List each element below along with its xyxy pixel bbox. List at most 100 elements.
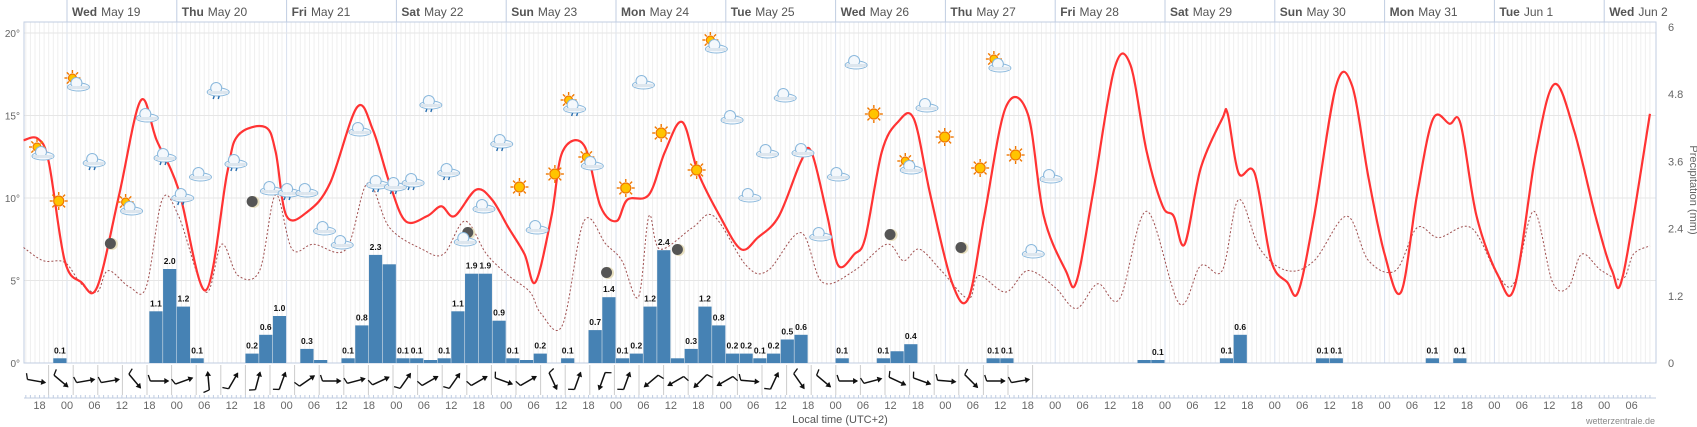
wind-barb: [343, 377, 348, 384]
credit-link[interactable]: wetterzentrale.de: [1585, 416, 1655, 426]
sun-cloud-icon: [64, 70, 90, 92]
wind-arrow-icon: [984, 374, 1006, 384]
rain-icon: [224, 154, 248, 172]
day-name: Wed: [72, 5, 97, 19]
rain-icon: [419, 95, 443, 113]
rain-drop: [88, 166, 91, 171]
cloud-shape: [33, 155, 53, 158]
hour-label: 12: [1104, 400, 1116, 412]
wind-arrow-icon: [128, 368, 142, 389]
wind-arrow-icon: [53, 369, 69, 388]
wind-barb: [738, 373, 742, 381]
hour-label: 00: [1598, 400, 1610, 412]
cloud-icon: [791, 143, 815, 158]
wind-head: [187, 376, 194, 383]
precipitation-bar: [314, 360, 328, 363]
hour-label: 06: [528, 400, 540, 412]
wind-arrow-icon: [738, 373, 760, 385]
sun-cloud-icon: [985, 51, 1012, 73]
precipitation-label: 2.3: [370, 242, 382, 252]
day-label: Wed May 19: [72, 5, 141, 19]
hour-label: 12: [116, 400, 128, 412]
sun-ray: [700, 163, 704, 167]
axes: 0° 5° 10° 15° 20° 0 1.2 2.4 3.6 4.8 6 Precipitation…: [5, 22, 1697, 370]
precipitation-label: 0.4: [905, 331, 917, 341]
precipitation-label: 0.1: [1152, 347, 1164, 357]
precipitation-bar: [876, 358, 890, 363]
cloud-shape: [828, 176, 849, 179]
precipitation-bar: [423, 360, 438, 363]
wind-barb: [249, 389, 256, 391]
wind-head: [233, 372, 239, 379]
precipitation-label: 0.2: [768, 341, 780, 351]
sun-ray: [664, 136, 669, 140]
rain-drop: [235, 167, 238, 172]
cloud-shape: [474, 208, 494, 211]
hour-label: 12: [775, 400, 787, 412]
sun-ray: [66, 81, 70, 85]
day-date: May 26: [870, 5, 910, 19]
hour-label: 00: [1488, 400, 1500, 412]
wind-head: [205, 371, 212, 377]
wind-arrow-icon: [859, 376, 883, 385]
wind-barb: [912, 371, 915, 378]
sun-ray: [704, 33, 708, 37]
precipitation-label: 1.9: [466, 261, 478, 271]
sun-ray: [987, 52, 991, 56]
sun-icon: [545, 165, 564, 183]
sun-ray: [937, 130, 941, 134]
precipitation-bar: [149, 311, 163, 363]
sun-ray: [558, 167, 562, 171]
hour-label: 06: [308, 400, 320, 412]
sun-ray: [654, 136, 658, 140]
rain-drop: [372, 188, 375, 193]
hour-label: 12: [445, 400, 457, 412]
precipitation-label: 0.2: [534, 341, 546, 351]
sun-ray: [948, 130, 952, 134]
rain-drop: [412, 186, 415, 191]
rain-drop: [501, 147, 504, 152]
day-label: Tue May 25: [731, 5, 795, 19]
sun-ray: [908, 154, 912, 158]
sun-shape: [974, 162, 986, 174]
precipitation-label: 0.1: [438, 345, 450, 355]
hour-label: 18: [1241, 400, 1253, 412]
precipitation-label: 1.4: [603, 284, 615, 294]
wind-arrow-icon: [1007, 376, 1031, 384]
precipitation-bar: [890, 351, 904, 363]
sun-ray: [629, 191, 633, 195]
cloud-shape: [314, 230, 335, 233]
wind-arrow-icon: [443, 372, 461, 389]
wind-barb: [548, 368, 555, 374]
precipitation-label: 0.2: [246, 341, 258, 351]
moon-icon: [246, 196, 260, 208]
rain-drop: [496, 147, 499, 152]
wind-barb: [73, 376, 78, 383]
cloud-icon: [720, 110, 744, 125]
hour-label: 00: [280, 400, 292, 412]
wind-head: [256, 371, 262, 377]
wind-barb: [272, 388, 280, 391]
rain-drop: [377, 188, 380, 193]
sun-shape: [691, 164, 703, 176]
precipitation-label: 1.9: [479, 261, 491, 271]
moon-icon: [601, 267, 615, 279]
day-label: Mon May 31: [1390, 5, 1458, 19]
cloud-icon: [330, 235, 354, 250]
precipitation-label: 0.1: [54, 345, 66, 355]
sun-shape: [53, 195, 65, 207]
sun-ray: [75, 71, 79, 75]
precipitation-bar: [712, 325, 726, 363]
sun-cloud-icon: [117, 194, 144, 216]
moon-shadow: [884, 229, 896, 240]
temperature-tick-label: 0°: [10, 359, 20, 370]
precipitation-bar: [163, 269, 177, 363]
cloud-shape: [757, 153, 778, 156]
precipitation-label: 0.3: [301, 336, 313, 346]
cloud-icon: [188, 167, 212, 182]
wind-arrow-icon: [617, 371, 632, 391]
hour-label: 00: [390, 400, 402, 412]
cloud-shape: [68, 86, 89, 89]
day-name: Wed: [1609, 5, 1634, 19]
cloud-icon: [756, 144, 780, 159]
